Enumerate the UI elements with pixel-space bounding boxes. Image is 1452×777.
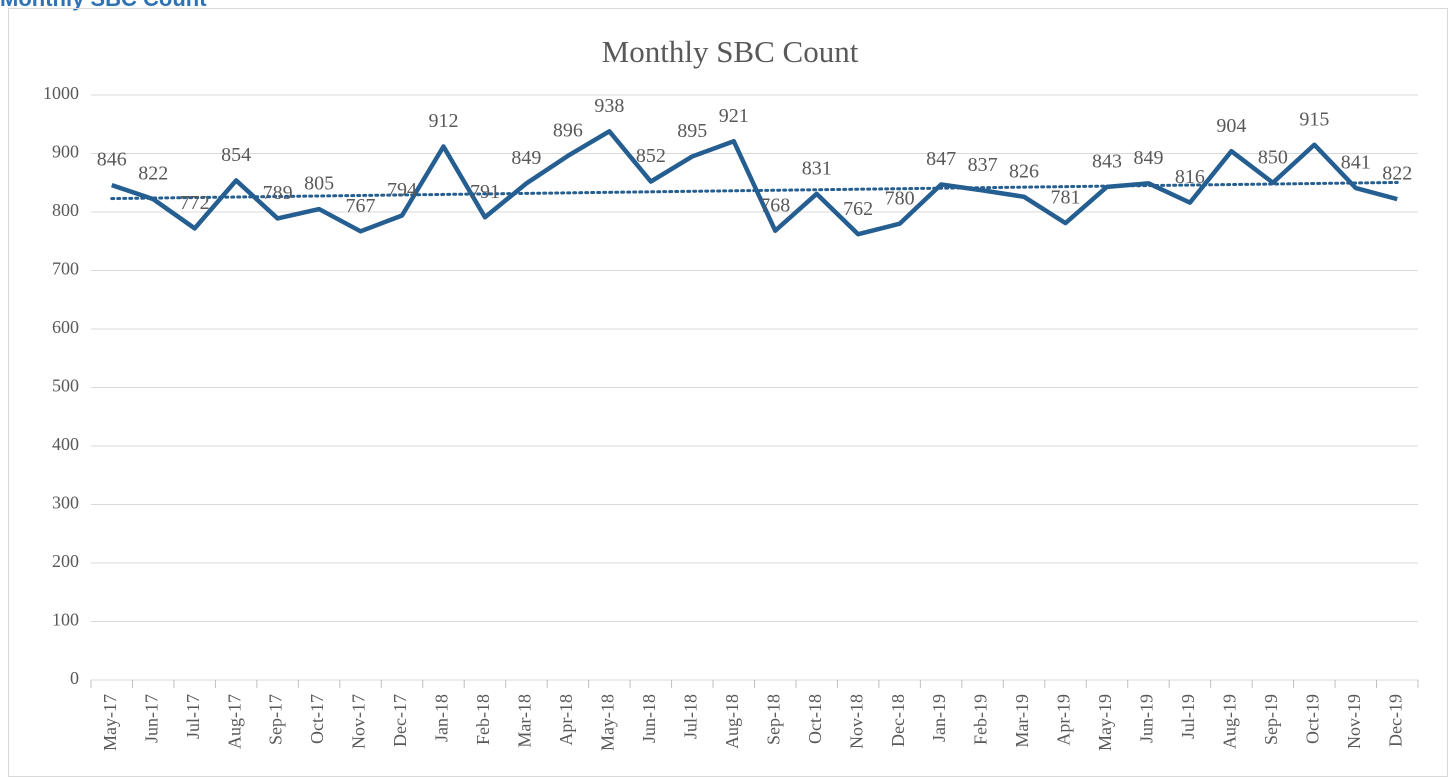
data-label: 781 (1051, 187, 1081, 209)
x-tick-label: Mar-18 (515, 694, 535, 748)
data-label: 767 (346, 195, 376, 217)
x-tick-label: Jul-18 (680, 694, 700, 739)
x-tick-label: Jan-19 (929, 694, 949, 742)
y-tick-label: 1000 (43, 83, 79, 103)
y-tick-label: 700 (52, 259, 79, 279)
data-label: 852 (636, 145, 666, 167)
x-tick-label: Mar-19 (1012, 694, 1032, 748)
x-tick-label: Feb-19 (971, 694, 991, 745)
x-tick-label: Dec-17 (390, 694, 410, 747)
data-label: 896 (553, 119, 583, 141)
y-tick-label: 500 (52, 376, 79, 396)
data-label: 912 (428, 110, 458, 132)
data-label: 895 (677, 120, 707, 142)
chart-title: Monthly SBC Count (602, 34, 859, 69)
x-tick-label: Apr-18 (556, 694, 576, 746)
data-label: 805 (304, 173, 334, 195)
data-label: 791 (470, 181, 500, 203)
x-tick-label: Sep-17 (266, 694, 286, 745)
x-tick-label: Dec-19 (1385, 694, 1405, 747)
x-tick-label: Jun-19 (1137, 694, 1157, 743)
x-tick-label: Aug-19 (1220, 694, 1240, 749)
data-label: 850 (1258, 146, 1288, 168)
x-tick-label: May-17 (100, 694, 120, 751)
data-label: 822 (1382, 163, 1412, 185)
x-tick-label: Sep-18 (763, 694, 783, 745)
data-line (111, 129, 1398, 237)
x-tick-label: Jan-18 (432, 694, 452, 742)
data-label: 846 (97, 149, 127, 171)
data-label: 854 (221, 144, 251, 166)
x-tick-label: Jun-18 (639, 694, 659, 743)
y-tick-label: 900 (52, 142, 79, 162)
data-label: 847 (926, 148, 956, 170)
x-tick-label: May-18 (597, 694, 617, 751)
data-label: 831 (802, 157, 832, 179)
data-label: 841 (1341, 152, 1371, 174)
data-label: 849 (511, 147, 541, 169)
data-label: 938 (594, 95, 624, 117)
y-tick-label: 300 (52, 493, 79, 513)
x-tick-label: Dec-18 (888, 694, 908, 747)
data-label: 904 (1216, 115, 1246, 137)
x-tick-label: Jul-17 (183, 694, 203, 739)
data-label: 762 (843, 198, 873, 220)
x-tick-label: Jun-17 (141, 694, 161, 743)
data-label: 915 (1299, 108, 1329, 130)
data-label: 849 (1133, 147, 1163, 169)
data-label: 794 (387, 179, 417, 201)
data-label: 816 (1175, 166, 1205, 188)
x-tick-label: Sep-19 (1261, 694, 1281, 745)
x-tick-label: May-19 (1095, 694, 1115, 751)
x-tick-label: Oct-19 (1302, 694, 1322, 744)
x-tick-label: Aug-17 (224, 694, 244, 749)
x-tick-label: Oct-18 (805, 694, 825, 744)
x-tick-label: Feb-18 (473, 694, 493, 745)
data-label: 822 (138, 163, 168, 185)
y-tick-label: 800 (52, 200, 79, 220)
y-tick-label: 100 (52, 610, 79, 630)
data-label: 789 (263, 182, 293, 204)
y-tick-label: 600 (52, 317, 79, 337)
data-label: 768 (760, 194, 790, 216)
page-heading: Monthly SBC Count (0, 0, 207, 11)
x-tick-label: Nov-18 (846, 694, 866, 749)
x-tick-label: Aug-18 (722, 694, 742, 749)
y-tick-label: 200 (52, 551, 79, 571)
y-tick-label: 0 (70, 668, 79, 688)
x-tick-label: Nov-17 (349, 694, 369, 749)
data-label: 826 (1009, 160, 1039, 182)
data-label: 843 (1092, 150, 1122, 172)
data-label: 780 (885, 187, 915, 209)
x-tick-label: Oct-17 (307, 694, 327, 744)
x-tick-label: Jul-19 (1178, 694, 1198, 739)
data-label: 837 (968, 154, 998, 176)
data-label: 921 (719, 105, 749, 127)
x-tick-label: Apr-19 (1054, 694, 1074, 746)
data-label: 772 (180, 192, 210, 214)
y-tick-label: 400 (52, 434, 79, 454)
x-tick-label: Nov-19 (1344, 694, 1364, 749)
